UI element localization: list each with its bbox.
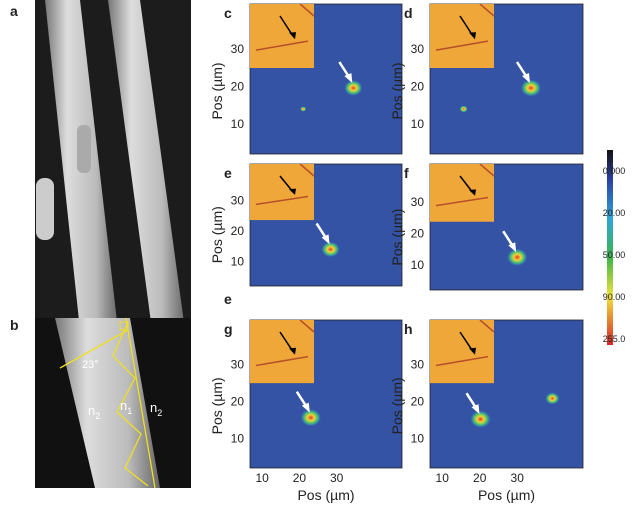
panel-label: e	[224, 165, 232, 181]
panel-label: b	[10, 317, 19, 333]
figure: a b 23° n2n1n2cPos (µm)302010dPos (µm)30…	[0, 0, 638, 506]
medium-base: n	[120, 398, 127, 413]
x-tick-label: 30	[511, 471, 525, 485]
y-tick-label: 20	[411, 226, 425, 240]
inset	[430, 164, 494, 222]
x-axis-label: Pos (µm)	[478, 487, 535, 503]
y-axis-label: Pos (µm)	[389, 377, 405, 434]
y-tick-label: 20	[231, 394, 245, 408]
panel-label: c	[224, 5, 232, 21]
colorbar	[607, 150, 613, 345]
y-tick-label: 30	[231, 357, 245, 371]
y-tick-label: 30	[411, 357, 425, 371]
y-axis-label: Pos (µm)	[209, 377, 225, 434]
y-tick-label: 30	[411, 42, 425, 56]
x-axis-label: Pos (µm)	[297, 487, 354, 503]
colorbar-label: 90.00	[603, 292, 626, 302]
angle-label: 23°	[82, 359, 99, 371]
x-tick-label: 30	[330, 471, 344, 485]
medium-sub: 2	[157, 408, 162, 418]
inset	[430, 320, 494, 383]
y-tick-label: 10	[411, 258, 425, 272]
y-tick-label: 30	[411, 195, 425, 209]
emission-spot	[507, 249, 527, 266]
y-tick-label: 30	[231, 194, 245, 208]
y-tick-label: 20	[411, 80, 425, 94]
colorbar-label: 20.00	[603, 208, 626, 218]
y-tick-label: 10	[231, 117, 245, 131]
panel-label: h	[404, 321, 413, 337]
inset	[250, 320, 314, 383]
panel-label: g	[224, 321, 233, 337]
y-tick-label: 30	[231, 42, 245, 56]
inset	[250, 4, 314, 68]
medium-base: n	[88, 403, 95, 418]
panel-label: f	[404, 165, 409, 181]
colorbar-label: 255.0	[603, 334, 626, 344]
colorbar-label: 50.00	[603, 250, 626, 260]
x-tick-label: 10	[255, 471, 269, 485]
panel-label: e	[224, 291, 232, 307]
medium-sub: 1	[127, 406, 132, 416]
x-tick-label: 20	[293, 471, 307, 485]
y-tick-label: 10	[231, 431, 245, 445]
y-tick-label: 20	[231, 80, 245, 94]
y-axis-label: Pos (µm)	[209, 206, 225, 263]
emission-spot	[521, 80, 541, 97]
emission-spot	[300, 106, 306, 111]
x-tick-label: 20	[473, 471, 487, 485]
y-tick-label: 10	[231, 255, 245, 269]
particle	[77, 125, 91, 173]
panel-label: a	[10, 3, 18, 19]
y-tick-label: 10	[411, 117, 425, 131]
emission-spot	[545, 392, 559, 404]
y-axis-label: Pos (µm)	[389, 62, 405, 119]
y-tick-label: 10	[411, 431, 425, 445]
inset	[250, 164, 314, 220]
inset	[430, 4, 494, 68]
colorbar-label: 0.000	[603, 166, 626, 176]
y-axis-label: Pos (µm)	[389, 209, 405, 266]
emission-spot	[344, 80, 362, 95]
particle	[36, 178, 54, 240]
y-tick-label: 20	[411, 394, 425, 408]
x-tick-label: 10	[436, 471, 450, 485]
emission-spot	[322, 242, 340, 257]
emission-spot	[470, 411, 490, 428]
medium-sub: 2	[95, 411, 100, 421]
emission-spot	[460, 106, 468, 113]
panel-label: d	[404, 5, 413, 21]
y-tick-label: 20	[231, 224, 245, 238]
medium-base: n	[150, 400, 157, 415]
y-axis-label: Pos (µm)	[209, 62, 225, 119]
emission-spot	[301, 409, 321, 426]
